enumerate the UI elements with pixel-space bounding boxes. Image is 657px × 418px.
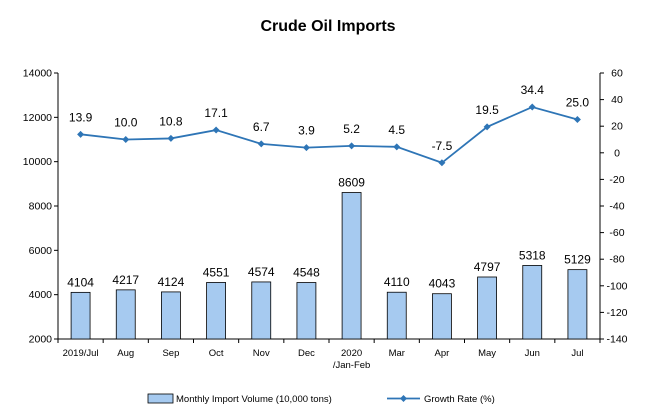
line-point xyxy=(167,134,175,142)
bar xyxy=(115,289,136,340)
x-category-label: May xyxy=(478,348,496,359)
x-category-label: 2019/Jul xyxy=(63,348,99,359)
bar xyxy=(206,282,226,340)
bar-value-label: 4124 xyxy=(158,275,185,289)
line-value-label: 13.9 xyxy=(69,110,93,124)
legend-line-marker xyxy=(400,395,407,402)
left-tick-label: 12000 xyxy=(23,112,52,124)
line-point xyxy=(393,143,401,151)
line-data-labels: 13.9 10.0 10.8 17.1 6.7 3.9 5.2 4.5 -7.5 19.5 34.4… xyxy=(69,83,590,153)
right-tick-label: -60 xyxy=(609,227,624,239)
line-value-label: 10.0 xyxy=(114,116,138,130)
bar-value-label: 4104 xyxy=(67,275,94,289)
bar-value-label: 4551 xyxy=(203,265,230,279)
line-point xyxy=(257,140,265,148)
line-value-label: 19.5 xyxy=(475,103,499,117)
line-value-label: 3.9 xyxy=(298,124,315,138)
right-tick-label: -100 xyxy=(606,280,627,292)
right-tick-label: -20 xyxy=(609,174,624,186)
x-category-label: Sep xyxy=(162,348,179,359)
line-point xyxy=(348,142,356,150)
bar-value-label: 4797 xyxy=(474,260,501,274)
bar-value-label: 4043 xyxy=(429,277,456,291)
bar-data-labels: 4104 4217 4124 4551 4574 4548 8609 4110 4043 4797… xyxy=(67,176,591,291)
x-category-label: Oct xyxy=(209,348,224,359)
legend: Monthly Import Volume (10,000 tons) Grow… xyxy=(147,393,495,405)
bar xyxy=(522,265,543,340)
bar-value-label: 4548 xyxy=(293,266,320,280)
right-tick-label: 40 xyxy=(611,94,623,106)
legend-line-label: Growth Rate (%) xyxy=(424,394,495,405)
right-axis-ticks: -140 -120 -100 -80 -60 -40 -20 0 20 40 60 xyxy=(600,68,628,346)
x-category-label: Aug xyxy=(117,348,134,359)
right-tick-label: -40 xyxy=(609,201,624,213)
bar xyxy=(386,291,407,340)
bar xyxy=(70,291,91,340)
bar xyxy=(251,281,272,340)
plot-area: 2000 4000 6000 8000 10000 12000 14000 -140 -120… xyxy=(23,68,628,372)
line-point xyxy=(483,123,491,131)
line-point xyxy=(438,159,446,167)
line-series xyxy=(77,103,581,167)
bar-value-label: 4574 xyxy=(248,265,275,279)
bar-value-label: 5318 xyxy=(519,248,546,262)
line-point xyxy=(122,136,130,143)
bar xyxy=(296,282,317,340)
x-category-label: Jul xyxy=(571,348,583,359)
x-category-label: Jun xyxy=(525,348,540,359)
right-tick-label: 0 xyxy=(614,147,620,159)
x-category-label: Nov xyxy=(253,348,270,359)
right-tick-label: 20 xyxy=(611,121,623,133)
line-point xyxy=(212,126,220,134)
line-value-label: -7.5 xyxy=(432,139,453,153)
line-value-label: 25.0 xyxy=(566,96,590,110)
line-value-label: 34.4 xyxy=(521,83,545,97)
left-tick-label: 14000 xyxy=(23,68,52,80)
x-axis-ticks: 2019/Jul Aug Sep Oct Nov Dec 2020/Jan-Feb Mar Ap… xyxy=(57,339,601,371)
x-category-label: 2020/Jan-Feb xyxy=(333,348,371,371)
line-point xyxy=(528,103,536,111)
growth-rate-line xyxy=(80,106,578,164)
line-value-label: 4.5 xyxy=(388,123,405,137)
left-tick-label: 10000 xyxy=(23,156,52,168)
right-tick-label: -80 xyxy=(609,254,624,266)
line-point xyxy=(77,130,85,138)
legend-bar-label: Monthly Import Volume (10,000 tons) xyxy=(176,394,332,405)
x-category-label: Mar xyxy=(389,348,405,359)
bar-value-label: 5129 xyxy=(564,253,591,267)
bar-value-label: 4217 xyxy=(112,273,139,287)
x-category-label: Dec xyxy=(298,348,315,359)
chart-title: Crude Oil Imports xyxy=(260,18,395,35)
bar-value-label: 4110 xyxy=(384,275,410,289)
x-category-label: Apr xyxy=(435,348,450,359)
line-value-label: 6.7 xyxy=(253,120,270,134)
bar-value-label: 8609 xyxy=(338,176,365,190)
bar xyxy=(161,291,181,340)
bar xyxy=(432,293,452,340)
right-tick-label: -140 xyxy=(606,334,627,346)
line-point xyxy=(302,144,310,152)
left-tick-label: 6000 xyxy=(29,245,53,257)
left-axis-ticks: 2000 4000 6000 8000 10000 12000 14000 xyxy=(23,68,58,346)
line-value-label: 17.1 xyxy=(204,106,228,120)
bar xyxy=(477,276,497,340)
bar xyxy=(341,192,362,340)
legend-bar-swatch xyxy=(147,393,174,404)
right-tick-label: 60 xyxy=(611,68,623,80)
line-value-label: 10.8 xyxy=(159,114,183,128)
right-tick-label: -120 xyxy=(606,307,627,319)
line-value-label: 5.2 xyxy=(343,122,360,136)
bar xyxy=(567,269,588,340)
line-point xyxy=(573,116,581,124)
left-tick-label: 8000 xyxy=(29,201,53,213)
left-tick-label: 4000 xyxy=(29,289,53,301)
left-tick-label: 2000 xyxy=(29,334,53,346)
bar-series xyxy=(70,192,588,340)
